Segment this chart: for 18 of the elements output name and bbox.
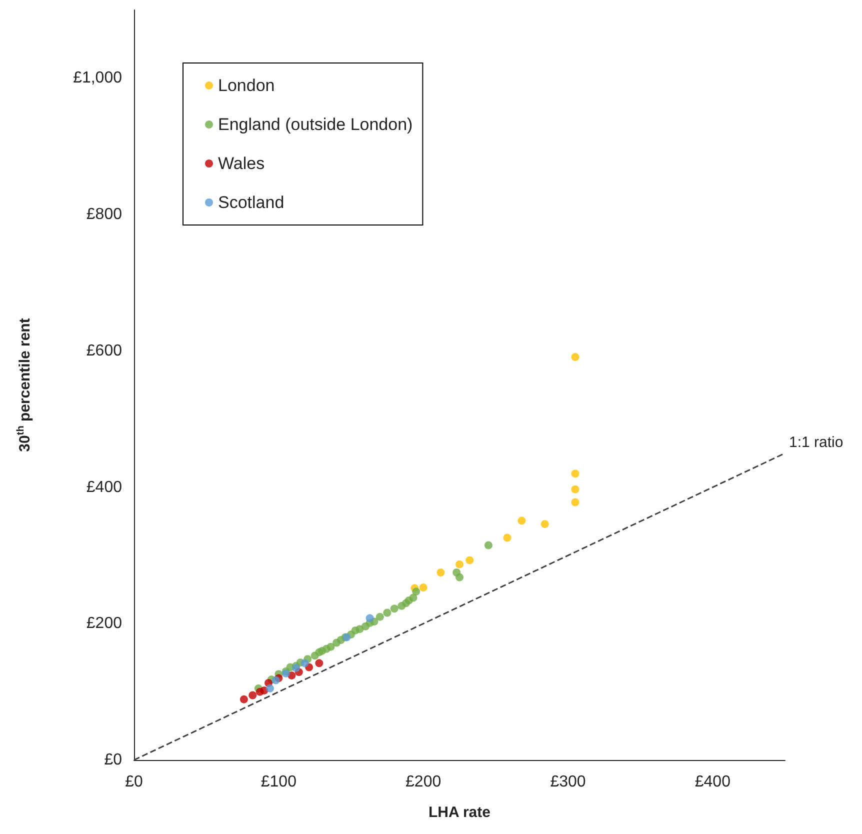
- y-tick-label: £0: [104, 752, 122, 768]
- y-tick-label: £1,000: [73, 70, 122, 87]
- legend-label: England (outside London): [218, 115, 413, 134]
- x-axis-title: LHA rate: [428, 804, 490, 821]
- legend-label: Wales: [218, 154, 265, 173]
- legend-label: Scotland: [218, 193, 284, 212]
- y-tick-label: £600: [86, 342, 122, 360]
- y-tick-label: £400: [86, 478, 122, 496]
- y-tick-label: £200: [86, 615, 122, 632]
- legend-label: London: [218, 76, 275, 95]
- x-tick-label: £400: [694, 774, 731, 790]
- y-tick-label: £800: [86, 206, 122, 224]
- x-tick-label: £200: [406, 774, 442, 790]
- annotation: 1:1 ratio: [789, 434, 844, 452]
- x-tick-label: £0: [125, 774, 143, 790]
- x-tick-label: £100: [260, 774, 297, 790]
- y-axis-title: 30th percentile rent: [16, 318, 34, 452]
- x-tick-label: £300: [550, 774, 586, 790]
